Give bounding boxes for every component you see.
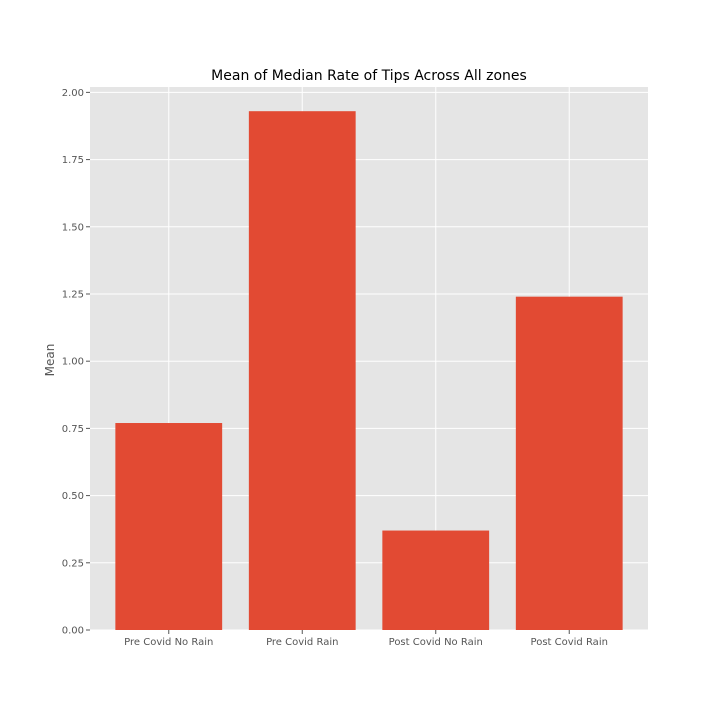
bar-post-covid-no-rain	[382, 530, 490, 630]
bar-post-covid-rain	[515, 296, 623, 630]
y-tick-label: 2.00	[62, 88, 84, 99]
y-tick-label: 0.50	[62, 491, 84, 502]
y-tick-label: 1.25	[62, 289, 84, 300]
chart-title: Mean of Median Rate of Tips Across All z…	[211, 68, 527, 84]
bar-pre-covid-no-rain	[115, 423, 223, 630]
y-tick-label: 1.75	[62, 155, 84, 166]
bar-pre-covid-rain	[248, 111, 356, 631]
x-tick-label: Pre Covid Rain	[266, 637, 338, 648]
x-tick-label: Post Covid No Rain	[389, 637, 483, 648]
y-tick-label: 0.75	[62, 424, 84, 435]
y-tick-label: 1.00	[62, 357, 84, 368]
y-axis-label: Mean	[43, 344, 57, 377]
bars	[115, 111, 623, 631]
y-tick-label: 1.50	[62, 222, 84, 233]
y-tick-label: 0.25	[62, 558, 84, 569]
y-tick-label: 0.00	[62, 626, 84, 637]
x-tick-label: Post Covid Rain	[531, 637, 608, 648]
y-axis-ticks: 0.00 0.25 0.50 0.75 1.00 1.25 1.50 1.75 2.00	[62, 88, 90, 637]
x-tick-label: Pre Covid No Rain	[124, 637, 213, 648]
x-axis-ticks: Pre Covid No Rain Pre Covid Rain Post Covi…	[124, 630, 608, 648]
